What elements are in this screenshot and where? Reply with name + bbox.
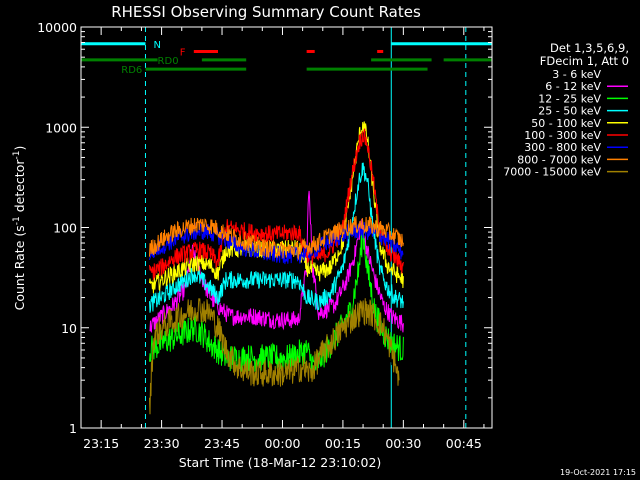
legend-header-2: FDecim 1, Att 0 xyxy=(540,54,629,68)
y-axis-label-main: Count Rate (s xyxy=(12,225,27,310)
state-label-n: N xyxy=(154,40,161,51)
legend-label-4: 50 - 100 keV xyxy=(531,117,601,130)
legend-label-3: 25 - 50 keV xyxy=(538,105,601,118)
y-tick-label-1: 10 xyxy=(61,321,77,336)
legend-label-7: 800 - 7000 keV xyxy=(517,153,601,166)
y-tick-label-2: 100 xyxy=(53,221,77,236)
series-line-3 xyxy=(149,162,404,313)
state-label-rd0: RD0 xyxy=(158,56,179,67)
legend-label-5: 100 - 300 keV xyxy=(524,129,601,142)
legend-label-0: 3 - 6 keV xyxy=(552,68,601,81)
legend-header-1: Det 1,3,5,6,9, xyxy=(550,41,629,55)
x-tick-label-6: 00:45 xyxy=(446,436,482,451)
y-axis-label-end: ) xyxy=(12,146,27,151)
legend-label-6: 300 - 800 keV xyxy=(524,141,601,154)
x-tick-label-0: 23:15 xyxy=(83,436,119,451)
legend-label-8: 7000 - 15000 keV xyxy=(503,166,601,179)
y-axis-label-sup2: -1 xyxy=(12,151,22,160)
series-line-4 xyxy=(149,121,404,294)
series-line-2 xyxy=(149,229,404,375)
y-tick-label-3: 1000 xyxy=(45,120,77,135)
x-tick-label-2: 23:45 xyxy=(204,436,240,451)
x-axis-label: Start Time (18-Mar-12 23:10:02) xyxy=(179,455,382,470)
series-line-8 xyxy=(149,298,400,415)
x-tick-label-3: 00:00 xyxy=(264,436,300,451)
series-line-5 xyxy=(149,128,404,281)
timestamp: 19-Oct-2021 17:15 xyxy=(560,468,636,477)
state-label-rd6: RD6 xyxy=(121,65,142,76)
y-axis-label-sup: -1 xyxy=(12,216,22,225)
x-tick-label-4: 00:15 xyxy=(325,436,361,451)
y-tick-label-0: 1 xyxy=(69,421,77,436)
legend-label-1: 6 - 12 keV xyxy=(545,80,601,93)
x-tick-label-5: 00:30 xyxy=(385,436,421,451)
x-tick-label-1: 23:30 xyxy=(144,436,180,451)
y-axis-label: Count Rate (s-1 detector-1) xyxy=(12,146,27,311)
y-tick-label-4: 10000 xyxy=(37,20,77,35)
y-axis-label-mid: detector xyxy=(12,159,27,217)
legend-label-2: 12 - 25 keV xyxy=(538,92,601,105)
series-line-7 xyxy=(149,215,404,261)
state-label-f: F xyxy=(180,47,186,58)
chart-title: RHESSI Observing Summary Count Rates xyxy=(111,3,421,21)
